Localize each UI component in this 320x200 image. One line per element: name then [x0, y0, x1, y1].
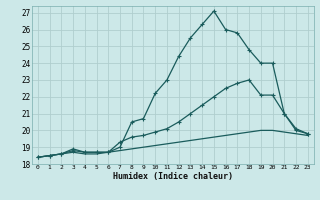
X-axis label: Humidex (Indice chaleur): Humidex (Indice chaleur) — [113, 172, 233, 181]
